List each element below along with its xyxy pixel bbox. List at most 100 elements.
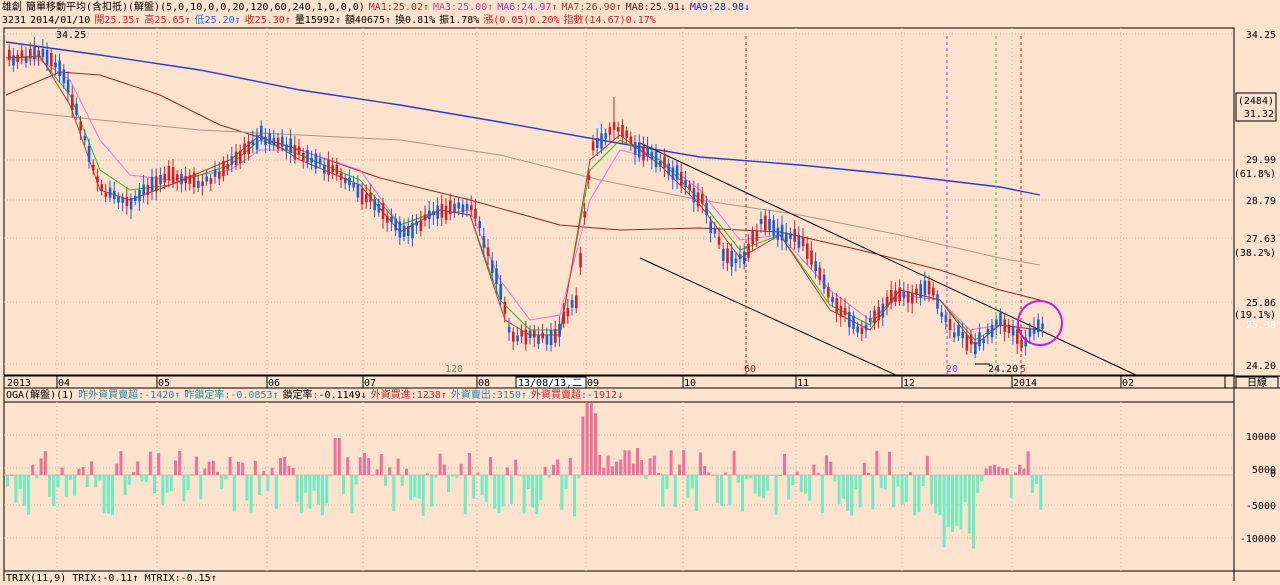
net-buy-bar-128	[543, 466, 547, 475]
net-buy-bar-93	[396, 458, 400, 475]
candle-body-63	[272, 137, 276, 146]
net-buy-bar-104	[442, 464, 446, 475]
net-buy-bar-55	[237, 461, 240, 475]
candle-body-238	[1007, 324, 1011, 334]
candle-body-210	[890, 290, 893, 304]
candle-body-138	[587, 174, 591, 180]
candle-body-166	[705, 203, 708, 215]
net-buy-bar-5	[27, 475, 30, 515]
candle-body-28	[125, 196, 129, 207]
trix-header: TRIX(11,9) TRIX:-0.11↑ MTRIX:-0.15↑	[6, 573, 221, 585]
net-buy-bar-85	[363, 453, 366, 475]
sub-value-4: 外資賣出:3150↑	[450, 390, 527, 401]
candle-body-107	[457, 202, 460, 209]
candle-body-190	[806, 243, 809, 259]
candle-body-110	[470, 205, 473, 211]
sub-indicator-values: 昨外資買賣超:-1420↑ 昨鎖定率:-0.0853↑ 鎖定率:-0.1149↓ 外資…	[78, 390, 627, 401]
candle-body-167	[709, 221, 712, 234]
net-buy-bar-96	[409, 475, 413, 501]
net-buy-bar-181	[766, 475, 770, 491]
net-buy-bar-203	[858, 475, 862, 508]
candle-body-101	[432, 210, 435, 215]
candle-body-98	[419, 220, 423, 232]
net-buy-bar-156	[661, 475, 665, 507]
price-label-27-63: 27.63	[1246, 234, 1276, 245]
net-buy-bar-107	[455, 475, 459, 479]
candle-body-222	[940, 312, 943, 317]
candle-body-74	[318, 158, 322, 165]
net-buy-bar-73	[312, 475, 316, 491]
price-panel-frame	[3, 27, 1235, 376]
period-60-label: 60	[744, 364, 756, 375]
candle-body-4	[24, 56, 28, 63]
candle-body-142	[604, 133, 607, 139]
net-buy-bar-198	[837, 475, 841, 505]
price-label-61-8: (61.8%)	[1234, 169, 1276, 180]
net-buy-bar-163	[690, 475, 694, 489]
candle-body-29	[129, 197, 133, 210]
candle-body-139	[591, 141, 595, 151]
time-label-07: 07	[364, 378, 376, 389]
net-buy-bar-207	[875, 450, 879, 475]
net-buy-bar-2	[14, 475, 18, 503]
candle-body-58	[251, 139, 255, 145]
candle-body-23	[104, 192, 108, 198]
candle-body-207	[877, 306, 880, 321]
net-buy-bar-78	[333, 438, 337, 475]
time-label-09: 09	[587, 378, 599, 389]
net-buy-bar-129	[547, 475, 551, 478]
net-buy-bar-53	[228, 456, 232, 475]
candle-body-119	[507, 326, 511, 333]
net-buy-bar-126	[535, 475, 539, 515]
net-buy-bar-89	[379, 454, 383, 475]
price-label-34-25: 34.25	[1246, 30, 1276, 41]
period-unit-button[interactable]	[1235, 376, 1279, 389]
net-buy-bar-38	[165, 475, 169, 493]
time-axis[interactable]: 2013 04 05 06 07 08 13/08/13,二 09 10 11 …	[7, 376, 1279, 389]
candle-body-88	[377, 203, 381, 213]
candle-body-24	[108, 187, 112, 198]
net-buy-bar-167	[707, 472, 711, 475]
candle-body-169	[717, 236, 721, 245]
sub-value-3: 外資買進:1238↑	[370, 390, 447, 401]
candle-body-239	[1011, 326, 1015, 336]
quote-item-3: 收25.30↑	[244, 15, 291, 26]
candle-body-57	[247, 141, 250, 155]
candle-body-123	[524, 329, 528, 345]
candle-body-17	[79, 121, 82, 131]
candle-body-188	[797, 234, 801, 248]
net-buy-bar-87	[371, 475, 375, 477]
net-buy-bar-50	[216, 471, 219, 475]
net-buy-bar-246	[1039, 475, 1043, 510]
main-chart-header: 雄創 簡單移動平均(含扣抵)(解盤)(5,0,10,0,0,20,120,60,2…	[2, 2, 758, 14]
quote-items: 開25.35↑ 高25.65↑ 低25.20↑ 收25.30↑ 量15992↑ 額4067…	[94, 15, 659, 26]
candle-body-104	[444, 205, 448, 220]
candle-body-234	[990, 324, 994, 338]
candle-body-31	[138, 190, 141, 202]
candle-body-73	[314, 153, 318, 169]
net-buy-bar-226	[955, 475, 959, 526]
net-buy-bar-221	[934, 475, 938, 514]
net-buy-bar-173	[732, 450, 736, 475]
quote-item-4: 量15992↑	[294, 15, 341, 26]
net-buy-bar-161	[682, 450, 686, 475]
net-buy-bar-142	[602, 467, 606, 475]
candle-body-140	[596, 138, 599, 148]
candle-body-41	[180, 174, 183, 185]
candle-body-62	[268, 133, 271, 145]
net-buy-bar-191	[808, 475, 812, 501]
candle-body-121	[516, 335, 519, 342]
net-buy-bar-169	[715, 475, 719, 504]
net-buy-bar-41	[178, 451, 182, 475]
candle-body-25	[113, 190, 116, 200]
candle-body-21	[96, 176, 99, 183]
net-buy-bar-188	[795, 471, 799, 475]
net-buy-bar-185	[783, 453, 786, 475]
candle-body-77	[331, 165, 334, 173]
net-buy-bar-242	[1022, 468, 1026, 475]
candle-body-154	[654, 151, 658, 167]
candle-body-146	[621, 125, 624, 138]
net-buy-bar-151	[640, 460, 644, 475]
candle-body-48	[209, 178, 213, 184]
